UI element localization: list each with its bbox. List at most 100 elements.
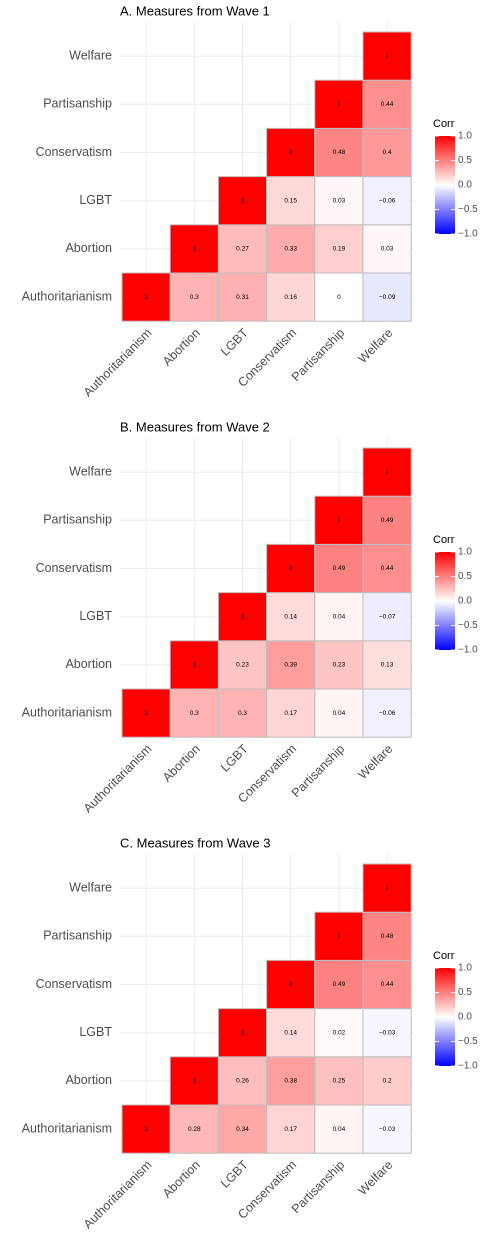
cell xyxy=(362,911,412,961)
legend-tick-label: 0.5 xyxy=(458,571,472,582)
legend-tick-label: 1.0 xyxy=(458,547,472,558)
cell-label: 0.23 xyxy=(333,662,346,669)
y-tick-label: Partisanship xyxy=(43,513,112,527)
y-tick-label: Conservatism xyxy=(36,145,112,159)
cell-label: −0.03 xyxy=(379,1126,396,1133)
legend-tick-label: 1.0 xyxy=(458,131,472,142)
cell xyxy=(362,1056,412,1106)
cell xyxy=(314,911,364,961)
legend-tick-label: 0.0 xyxy=(458,596,472,607)
legend-title: Corr xyxy=(433,534,455,546)
y-tick-label: Partisanship xyxy=(43,97,112,111)
cell xyxy=(314,176,364,226)
y-tick-label: Abortion xyxy=(65,241,112,255)
cell-label: 0.04 xyxy=(333,613,346,620)
cell xyxy=(362,592,412,642)
panel: A. Measures from Wave 1 1 0.3 0.31 0.16 0 −0.0… xyxy=(22,3,479,399)
cell xyxy=(362,447,412,497)
cell xyxy=(169,640,219,690)
cell-label: 0.23 xyxy=(236,662,249,669)
cell-label: 0.3 xyxy=(190,710,199,717)
cell xyxy=(169,224,219,274)
legend-title: Corr xyxy=(433,118,455,130)
cell-label: 1 xyxy=(241,197,245,204)
cell xyxy=(121,688,171,738)
cell-label: 0.31 xyxy=(236,294,249,301)
cell xyxy=(362,224,412,274)
x-tick-label: Welfare xyxy=(355,742,395,782)
cell-label: 1 xyxy=(337,933,341,940)
cell-label: 0.25 xyxy=(333,1078,346,1085)
cell-label: 0.03 xyxy=(333,197,346,204)
cell-label: 1 xyxy=(144,294,148,301)
cell xyxy=(266,1056,316,1106)
cell-label: −0.07 xyxy=(379,613,396,620)
cell-label: 1 xyxy=(241,1029,245,1036)
panel: C. Measures from Wave 3 1 0.28 0.34 0.17 0.04… xyxy=(22,835,479,1231)
x-tick-label: LGBT xyxy=(218,1158,251,1191)
panel: B. Measures from Wave 2 1 0.3 0.3 0.17 0.04 −0… xyxy=(22,419,479,815)
cell-label: 1 xyxy=(241,613,245,620)
cell-label: 0.03 xyxy=(381,246,394,253)
cell-label: 0.04 xyxy=(333,1126,346,1133)
cell-label: 1 xyxy=(192,662,196,669)
y-tick-label: Authoritarianism xyxy=(22,289,112,303)
y-tick-label: Authoritarianism xyxy=(22,705,112,719)
cell-label: −0.06 xyxy=(379,197,396,204)
x-tick-label: Welfare xyxy=(355,326,395,366)
cell-label: 0.16 xyxy=(284,294,297,301)
cell xyxy=(314,688,364,738)
cell xyxy=(362,1104,412,1154)
cell-label: 1 xyxy=(385,885,389,892)
cell xyxy=(169,1104,219,1154)
legend-tick-label: 0.0 xyxy=(458,1012,472,1023)
chart-title: A. Measures from Wave 1 xyxy=(120,3,270,18)
cell-label: 0.38 xyxy=(284,1078,297,1085)
cell-label: 1 xyxy=(385,469,389,476)
y-tick-label: Abortion xyxy=(65,657,112,671)
cell-label: 0.27 xyxy=(236,246,249,253)
cell-label: 0.17 xyxy=(284,710,297,717)
cell-label: 0.13 xyxy=(381,662,394,669)
legend-tick-label: −0.5 xyxy=(458,1036,478,1047)
cell-label: 0.49 xyxy=(333,565,346,572)
cell-label: 0.02 xyxy=(333,1029,346,1036)
legend-tick-label: 0.0 xyxy=(458,180,472,191)
chart-title: C. Measures from Wave 3 xyxy=(120,835,271,850)
x-tick-label: Abortion xyxy=(160,326,203,369)
cell xyxy=(314,224,364,274)
cell-label: 0.2 xyxy=(383,1078,392,1085)
colorbar xyxy=(435,552,455,650)
cell xyxy=(266,127,316,178)
cell xyxy=(362,495,412,545)
cell-label: 0.34 xyxy=(236,1126,249,1133)
cell-label: 0.28 xyxy=(188,1126,201,1133)
cell-label: 0.48 xyxy=(333,149,346,156)
y-tick-label: LGBT xyxy=(79,609,112,623)
y-tick-label: Welfare xyxy=(69,880,112,894)
cell-label: 0.33 xyxy=(284,246,297,253)
legend-tick-label: 1.0 xyxy=(458,963,472,974)
cell-label: 1 xyxy=(144,1126,148,1133)
cell-label: 0.3 xyxy=(238,710,247,717)
x-tick-label: Abortion xyxy=(160,1158,203,1201)
cell-label: 1 xyxy=(385,53,389,60)
x-tick-label: Welfare xyxy=(355,1158,395,1198)
y-tick-label: Welfare xyxy=(69,464,112,478)
cell xyxy=(362,1008,412,1058)
x-tick-label: Authoritarianism xyxy=(81,742,155,816)
cell-label: 0.14 xyxy=(284,613,297,620)
cell-label: 0.17 xyxy=(284,1126,297,1133)
cell-label: 0.19 xyxy=(333,246,346,253)
y-tick-label: Welfare xyxy=(69,48,112,62)
y-tick-label: Conservatism xyxy=(36,977,112,991)
cell-label: 0.39 xyxy=(284,662,297,669)
legend-tick-label: −0.5 xyxy=(458,620,478,631)
cell-label: 0.15 xyxy=(284,197,297,204)
cell xyxy=(266,176,316,226)
x-tick-label: Authoritarianism xyxy=(81,326,155,400)
cell xyxy=(266,543,316,594)
cell-label: 0.44 xyxy=(381,101,394,108)
